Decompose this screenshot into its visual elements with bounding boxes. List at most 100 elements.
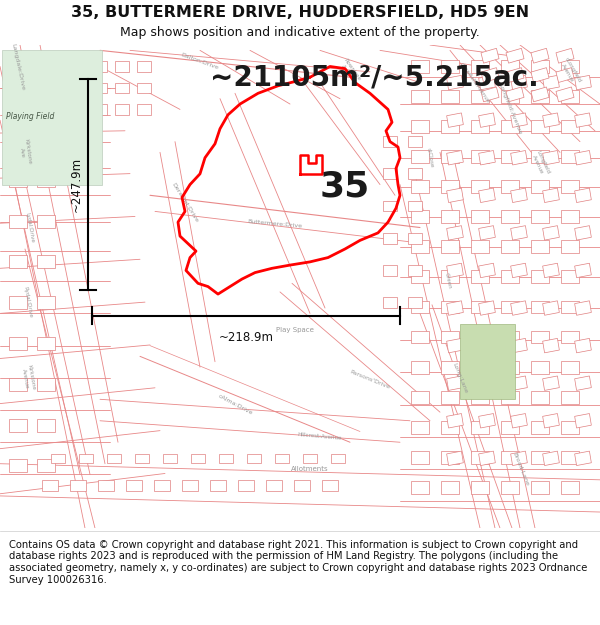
- Bar: [501, 301, 519, 313]
- Bar: [411, 150, 429, 163]
- Bar: [471, 361, 489, 374]
- Bar: [531, 60, 549, 73]
- Bar: [542, 113, 559, 128]
- Bar: [266, 480, 282, 491]
- Bar: [511, 226, 527, 240]
- Bar: [501, 120, 519, 133]
- Text: Derwent:Drive: Derwent:Drive: [171, 182, 199, 224]
- Bar: [275, 454, 289, 463]
- Bar: [70, 480, 86, 491]
- Bar: [79, 454, 93, 463]
- Bar: [479, 76, 496, 90]
- Bar: [561, 180, 579, 193]
- Bar: [441, 211, 459, 223]
- Bar: [9, 296, 27, 309]
- Bar: [501, 60, 519, 73]
- Bar: [561, 271, 579, 283]
- Bar: [501, 180, 519, 193]
- Bar: [37, 337, 55, 350]
- Bar: [479, 338, 496, 353]
- Bar: [511, 338, 527, 353]
- Bar: [182, 480, 198, 491]
- Bar: [441, 421, 459, 434]
- Bar: [542, 226, 559, 240]
- Bar: [37, 378, 55, 391]
- Bar: [191, 454, 205, 463]
- Bar: [531, 68, 549, 82]
- Bar: [531, 241, 549, 253]
- Bar: [501, 481, 519, 494]
- Bar: [411, 120, 429, 133]
- Bar: [42, 480, 58, 491]
- Bar: [126, 480, 142, 491]
- Bar: [322, 480, 338, 491]
- Bar: [471, 120, 489, 133]
- Bar: [383, 201, 397, 211]
- Bar: [9, 337, 27, 350]
- Bar: [51, 454, 65, 463]
- Bar: [542, 414, 559, 428]
- Bar: [479, 376, 496, 391]
- Bar: [479, 188, 496, 202]
- Bar: [479, 301, 496, 315]
- Text: Langdale:Drive: Langdale:Drive: [11, 42, 25, 91]
- Bar: [531, 361, 549, 374]
- Bar: [561, 60, 579, 73]
- Bar: [446, 301, 463, 315]
- Text: Lydal:Drive: Lydal:Drive: [25, 212, 35, 243]
- Bar: [408, 169, 422, 179]
- Bar: [247, 454, 261, 463]
- Bar: [441, 361, 459, 374]
- Bar: [575, 188, 592, 202]
- Bar: [411, 481, 429, 494]
- Bar: [531, 421, 549, 434]
- Bar: [501, 421, 519, 434]
- Bar: [154, 480, 170, 491]
- Bar: [471, 481, 489, 494]
- Text: Playing Field: Playing Field: [6, 112, 54, 121]
- Text: Buttermere:Drive: Buttermere:Drive: [247, 219, 302, 229]
- Text: Rydal:Drive: Rydal:Drive: [23, 287, 33, 319]
- Bar: [471, 150, 489, 163]
- Bar: [511, 451, 527, 466]
- Bar: [471, 211, 489, 223]
- Bar: [556, 87, 574, 102]
- Bar: [411, 241, 429, 253]
- Bar: [481, 87, 499, 102]
- Bar: [238, 480, 254, 491]
- Bar: [501, 241, 519, 253]
- Bar: [575, 301, 592, 315]
- FancyBboxPatch shape: [460, 324, 515, 399]
- Bar: [479, 414, 496, 428]
- Bar: [9, 378, 27, 391]
- Bar: [408, 265, 422, 276]
- Bar: [575, 263, 592, 278]
- Bar: [446, 263, 463, 278]
- Bar: [294, 480, 310, 491]
- Bar: [471, 241, 489, 253]
- Text: Long:Lane: Long:Lane: [452, 362, 469, 394]
- Bar: [542, 451, 559, 466]
- Bar: [542, 263, 559, 278]
- Bar: [446, 113, 463, 128]
- Bar: [506, 87, 524, 102]
- Bar: [137, 61, 151, 72]
- Bar: [561, 481, 579, 494]
- Bar: [411, 391, 429, 404]
- Bar: [471, 451, 489, 464]
- Bar: [37, 459, 55, 472]
- Bar: [37, 214, 55, 228]
- Text: Play Space: Play Space: [276, 326, 314, 332]
- Text: Rowntree
Avenue: Rowntree Avenue: [338, 58, 362, 86]
- Text: Kirkstone
Avenue: Kirkstone Avenue: [20, 364, 35, 391]
- Bar: [471, 301, 489, 313]
- Bar: [303, 454, 317, 463]
- FancyBboxPatch shape: [2, 51, 102, 184]
- Bar: [411, 451, 429, 464]
- Bar: [501, 90, 519, 103]
- Bar: [575, 76, 592, 90]
- Bar: [501, 211, 519, 223]
- Bar: [37, 419, 55, 431]
- Bar: [98, 480, 114, 491]
- Bar: [561, 361, 579, 374]
